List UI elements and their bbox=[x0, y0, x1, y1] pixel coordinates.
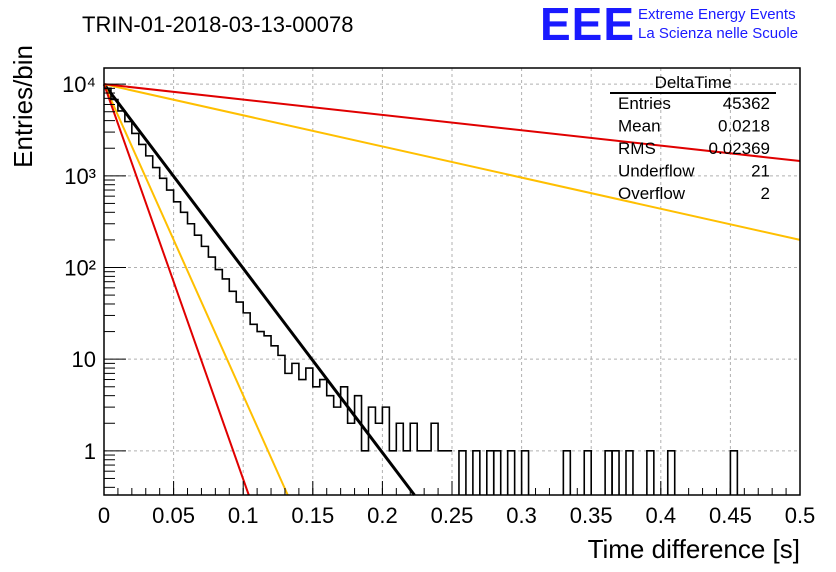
x-tick-label: 0.45 bbox=[709, 503, 752, 528]
x-tick-label: 0.15 bbox=[291, 503, 334, 528]
stats-rows: Entries 45362 Mean 0.0218 RMS 0.02369 Underflo… bbox=[618, 94, 770, 203]
histogram-tail-bin bbox=[520, 450, 530, 495]
y-tick-label: 10⁴ bbox=[62, 72, 96, 97]
histogram-tail-bin bbox=[625, 450, 634, 495]
fit-lines bbox=[102, 83, 801, 496]
histogram bbox=[104, 87, 739, 495]
x-tick-label: 0.4 bbox=[646, 503, 677, 528]
eee-logo-line1: Extreme Energy Events bbox=[638, 6, 796, 23]
stats-row-value: 2 bbox=[761, 184, 770, 203]
eee-logo-line2: La Scienza nelle Scuole bbox=[638, 25, 798, 42]
chart-title: TRIN-01-2018-03-13-00078 bbox=[82, 12, 354, 37]
histogram-outline bbox=[104, 87, 452, 452]
stats-row-label: Mean bbox=[618, 117, 661, 136]
fit-line-2 bbox=[103, 83, 250, 496]
x-tick-label: 0.2 bbox=[367, 503, 398, 528]
stats-row-label: Overflow bbox=[618, 184, 686, 203]
y-axis-title: Entries/bin bbox=[8, 45, 38, 168]
stats-box: DeltaTime Entries 45362 Mean 0.0218 RMS 0.023… bbox=[610, 73, 776, 203]
y-ticks: 1 10 10² 10³ 10⁴ bbox=[62, 72, 126, 488]
fit-line-0 bbox=[102, 83, 416, 496]
fit-line-4 bbox=[103, 83, 801, 163]
y-tick-label: 10² bbox=[64, 256, 96, 281]
stats-title: DeltaTime bbox=[655, 73, 732, 92]
histogram-tail-bin bbox=[729, 450, 739, 495]
x-tick-label: 0.25 bbox=[431, 503, 474, 528]
x-axis-title: Time difference [s] bbox=[588, 534, 800, 564]
stats-row-label: Underflow bbox=[618, 162, 695, 181]
stats-row-label: Entries bbox=[618, 94, 671, 113]
fit-line-1 bbox=[103, 83, 289, 496]
eee-logo-mark: EEE bbox=[540, 0, 635, 50]
histogram-tail-bin bbox=[666, 450, 676, 495]
histogram-tail-bin bbox=[562, 450, 572, 495]
stats-row-value: 45362 bbox=[723, 94, 770, 113]
histogram-tail-bin bbox=[583, 450, 592, 495]
x-tick-label: 0.1 bbox=[228, 503, 259, 528]
histogram-tail-bin bbox=[458, 450, 467, 495]
x-ticks: 0 0.05 0.1 0.15 0.2 0.25 0.3 0.35 0.4 0.45 0.5 bbox=[98, 481, 815, 528]
histogram-tail-bin bbox=[646, 450, 655, 495]
histogram-tail-bin bbox=[472, 450, 481, 495]
x-tick-label: 0.35 bbox=[570, 503, 613, 528]
stats-row-value: 0.0218 bbox=[718, 117, 770, 136]
eee-logo: EEE Extreme Energy Events La Scienza nel… bbox=[540, 0, 798, 50]
stats-row-value: 0.02369 bbox=[709, 139, 770, 158]
fit-line-3 bbox=[103, 83, 801, 241]
x-tick-label: 0.3 bbox=[506, 503, 537, 528]
stats-row-label: RMS bbox=[618, 139, 656, 158]
x-tick-label: 0.05 bbox=[152, 503, 195, 528]
y-tick-label: 10 bbox=[72, 347, 96, 372]
histogram-tail-bin bbox=[492, 450, 502, 495]
y-tick-label: 1 bbox=[84, 439, 96, 464]
y-tick-label: 10³ bbox=[64, 164, 96, 189]
stats-row-value: 21 bbox=[751, 162, 770, 181]
histogram-tail-bin bbox=[506, 450, 516, 495]
histogram-tail-bin bbox=[611, 450, 620, 495]
x-tick-label: 0.5 bbox=[785, 503, 816, 528]
x-tick-label: 0 bbox=[98, 503, 110, 528]
